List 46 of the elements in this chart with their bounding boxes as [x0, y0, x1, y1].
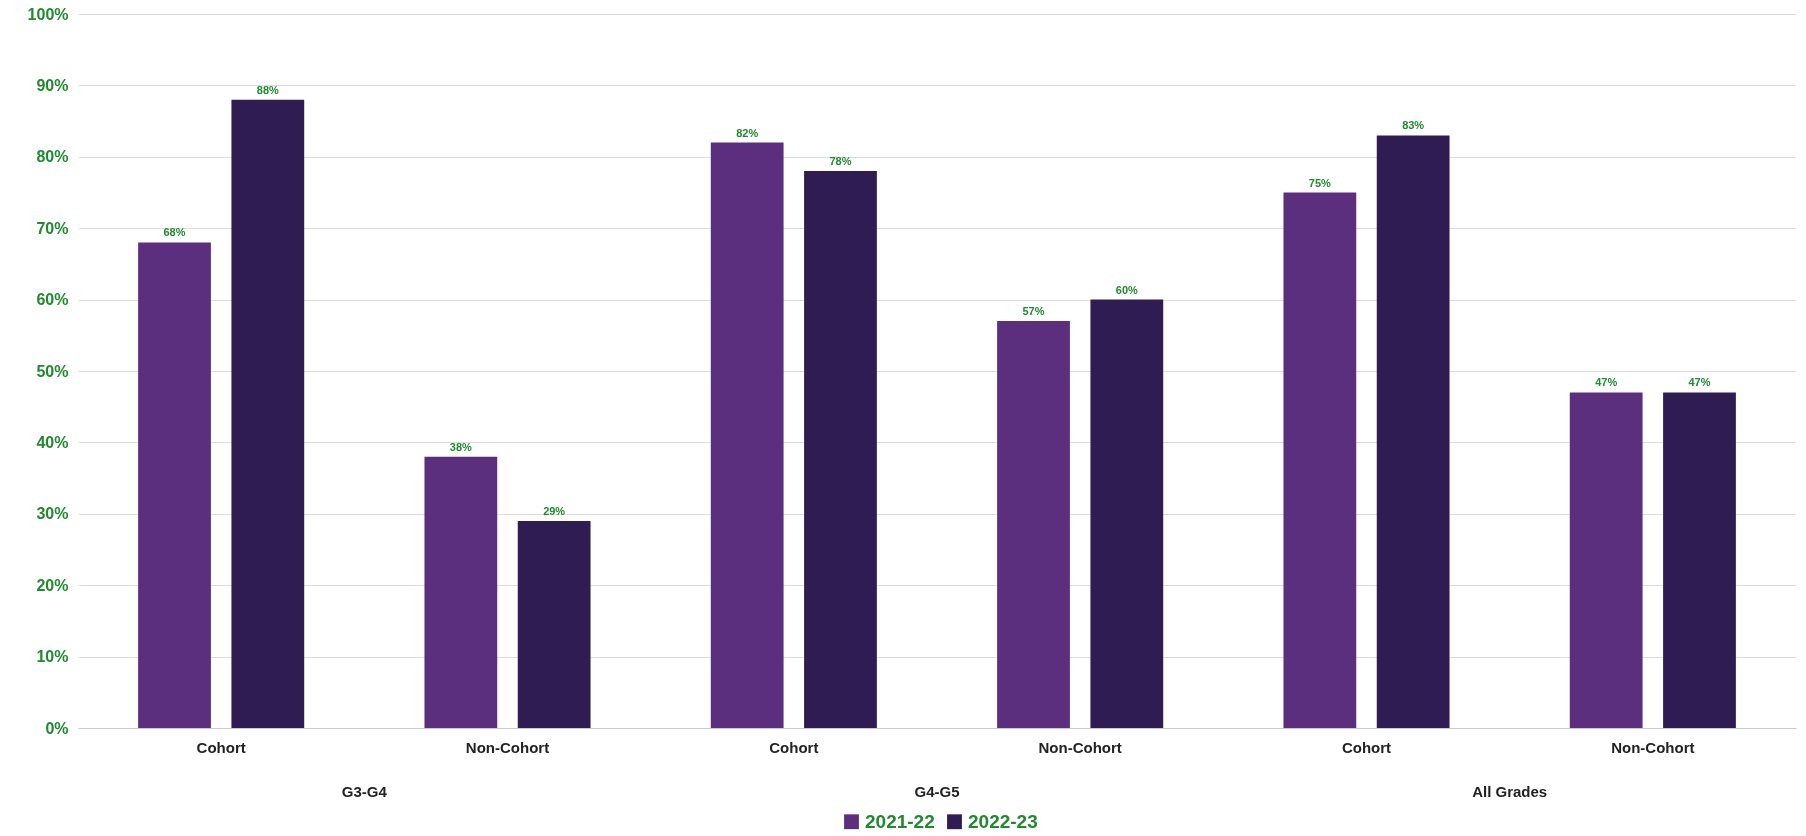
legend-label: 2021-22 [865, 810, 935, 832]
data-label: 68% [163, 226, 186, 239]
x-tick-label: Non-Cohort [1038, 738, 1122, 756]
data-label: 38% [449, 440, 473, 453]
text: All Grades [1472, 783, 1548, 800]
bar [424, 456, 498, 728]
y-tick-label: 10% [36, 648, 69, 666]
x-tick-label: Non-Cohort [1611, 738, 1695, 756]
bar [1569, 392, 1643, 728]
bar [710, 142, 784, 728]
x-tick-label: Cohort [769, 738, 819, 756]
text: G4-G5 [914, 783, 960, 800]
y-tick-label: 100% [27, 5, 69, 23]
bar [804, 171, 877, 728]
y-tick-label: 60% [36, 291, 69, 309]
data-label: 29% [543, 504, 566, 517]
bar [997, 321, 1070, 728]
y-tick-label: 0% [45, 719, 69, 737]
y-tick-label: 80% [36, 148, 69, 166]
bar [517, 520, 591, 728]
data-label: 83% [1402, 119, 1425, 132]
legend-label: 2022-23 [968, 810, 1038, 832]
y-tick-label: 70% [36, 219, 69, 237]
bar [1283, 192, 1357, 728]
bar [231, 99, 305, 728]
data-label: 47% [1688, 376, 1711, 389]
data-label: 60% [1115, 283, 1139, 296]
data-label: 47% [1595, 376, 1618, 389]
x-tick-label: Non-Cohort [465, 738, 550, 756]
data-label: 78% [829, 155, 852, 168]
y-tick-label: 30% [36, 505, 69, 523]
bar [1376, 135, 1450, 728]
y-tick-label: 90% [36, 76, 69, 94]
data-label: 82% [736, 126, 759, 139]
data-label: 88% [256, 83, 280, 96]
y-tick-label: 20% [36, 576, 69, 594]
bar [1663, 392, 1736, 728]
bar [138, 242, 211, 728]
y-tick-label: 50% [36, 362, 69, 380]
y-tick-label: 40% [36, 433, 69, 451]
data-label: 75% [1308, 176, 1332, 189]
data-label: 57% [1022, 305, 1045, 318]
bar [1090, 299, 1164, 728]
text: G3-G4 [341, 783, 388, 800]
x-tick-label: Cohort [196, 738, 246, 756]
x-tick-label: Cohort [1341, 738, 1392, 756]
